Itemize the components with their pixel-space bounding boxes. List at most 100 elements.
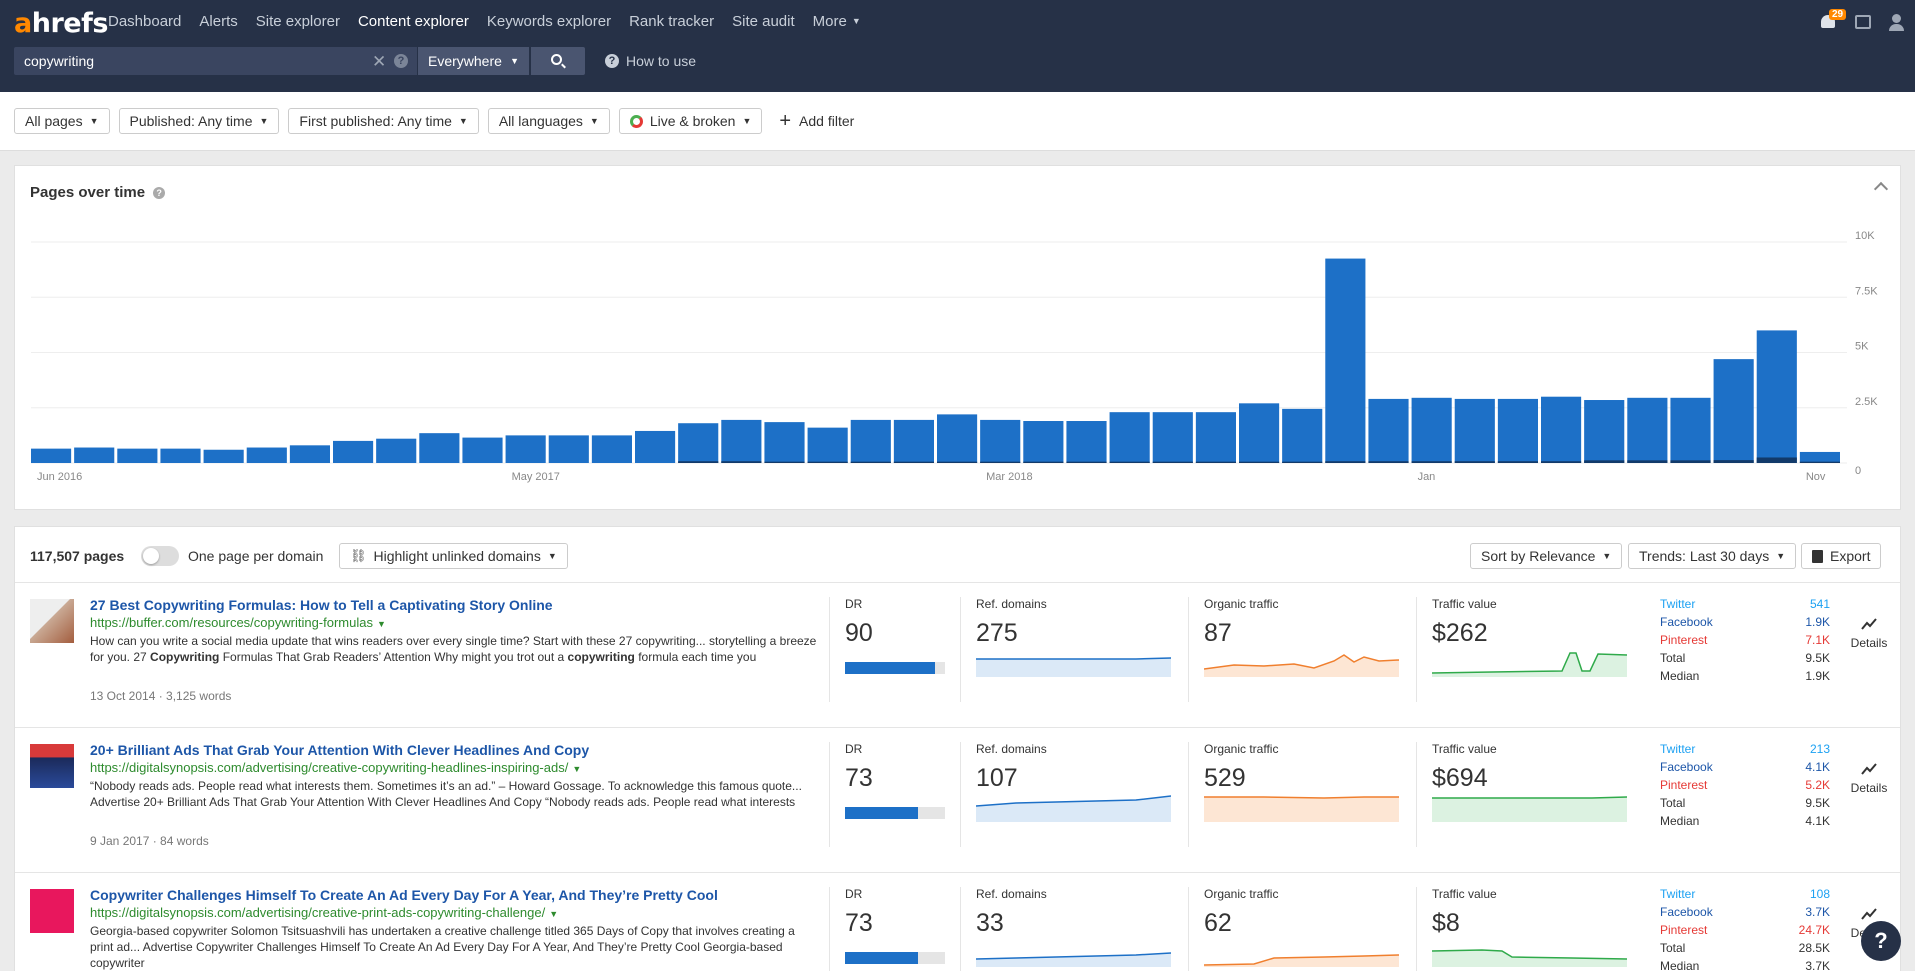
chart-bar[interactable]: [1756, 330, 1797, 463]
traffic-value-value[interactable]: $262: [1432, 619, 1488, 647]
nav-rank-tracker[interactable]: Rank tracker: [629, 13, 715, 30]
nav-keywords-explorer[interactable]: Keywords explorer: [486, 13, 612, 30]
result-thumbnail[interactable]: [30, 599, 74, 643]
chart-bar[interactable]: [1325, 258, 1366, 463]
highlight-unlinked-button[interactable]: ⛓ Highlight unlinked domains ▼: [339, 543, 568, 569]
chart-bar[interactable]: [1454, 398, 1495, 463]
chart-bar[interactable]: [1023, 421, 1064, 463]
chart-bar[interactable]: [246, 447, 287, 463]
filter-published[interactable]: Published: Any time ▼: [118, 108, 280, 134]
chart-bar[interactable]: [1195, 412, 1236, 463]
ref-domains-value[interactable]: 275: [976, 619, 1018, 647]
chart-bar[interactable]: [1109, 412, 1150, 463]
export-button[interactable]: Export: [1801, 543, 1882, 569]
result-url[interactable]: https://digitalsynopsis.com/advertising/…: [90, 905, 558, 920]
chart-bar[interactable]: [1239, 403, 1280, 463]
add-filter-button[interactable]: + Add filter: [779, 111, 854, 131]
organic-traffic-value[interactable]: 62: [1204, 909, 1232, 937]
chevron-down-icon[interactable]: ▼: [572, 764, 582, 774]
chart-bar[interactable]: [1497, 398, 1538, 463]
chart-bar[interactable]: [807, 427, 848, 463]
user-icon[interactable]: [1887, 12, 1907, 32]
chart-bar[interactable]: [893, 419, 934, 463]
chart-bar[interactable]: [1152, 412, 1193, 463]
chart-bar[interactable]: [160, 448, 201, 463]
traffic-value-value[interactable]: $694: [1432, 764, 1488, 792]
chart-bar[interactable]: [764, 422, 805, 463]
chart-bar[interactable]: [1799, 451, 1840, 463]
nav-more[interactable]: More ▼: [813, 13, 861, 30]
search-button[interactable]: [531, 47, 585, 75]
chart-bar[interactable]: [1713, 359, 1754, 463]
result-thumbnail[interactable]: [30, 889, 74, 933]
help-icon[interactable]: ?: [394, 54, 408, 68]
chart-bar[interactable]: [505, 435, 546, 463]
tablet-icon[interactable]: [1853, 12, 1873, 32]
median-row: Median 4.1K: [1660, 814, 1830, 832]
nav-site-audit[interactable]: Site audit: [732, 13, 795, 30]
chart-bar[interactable]: [635, 430, 676, 463]
result-title[interactable]: Copywriter Challenges Himself To Create …: [90, 887, 718, 903]
chart-bar[interactable]: [289, 445, 330, 463]
close-icon[interactable]: ✕: [372, 52, 387, 71]
chart-bar[interactable]: [1627, 397, 1668, 463]
result-url[interactable]: https://digitalsynopsis.com/advertising/…: [90, 760, 581, 775]
chevron-down-icon[interactable]: ▼: [377, 619, 386, 629]
chart-bar[interactable]: [721, 419, 762, 463]
chart-bar[interactable]: [333, 440, 374, 463]
sort-select[interactable]: Sort by Relevance ▼: [1470, 543, 1623, 569]
chart-bar[interactable]: [591, 435, 632, 463]
how-to-use-label: How to use: [626, 53, 697, 69]
search-scope-select[interactable]: Everywhere ▼: [417, 47, 529, 75]
result-title[interactable]: 20+ Brilliant Ads That Grab Your Attenti…: [90, 742, 590, 758]
question-icon[interactable]: ?: [153, 186, 166, 199]
chart-bar[interactable]: [74, 447, 115, 463]
how-to-use-link[interactable]: ? How to use: [605, 53, 696, 69]
help-button[interactable]: ?: [1861, 921, 1901, 961]
chart-bar[interactable]: [203, 449, 244, 463]
chart-bar[interactable]: [1541, 396, 1582, 463]
filter-first-published[interactable]: First published: Any time ▼: [288, 108, 479, 134]
bell-icon[interactable]: 29: [1819, 9, 1847, 32]
chart-bar[interactable]: [1282, 408, 1323, 463]
trends-select[interactable]: Trends: Last 30 days ▼: [1628, 543, 1797, 569]
chart-bar[interactable]: [850, 419, 891, 463]
chart-bar[interactable]: [1584, 400, 1625, 463]
chart-bar[interactable]: [1066, 421, 1107, 463]
chart-bar[interactable]: [376, 438, 417, 463]
chart-bar[interactable]: [1368, 398, 1409, 463]
chart-bar[interactable]: [678, 423, 719, 463]
result-url[interactable]: https://buffer.com/resources/copywriting…: [90, 615, 386, 630]
chart-bar[interactable]: [419, 433, 460, 463]
nav-content-explorer[interactable]: Content explorer: [357, 13, 469, 30]
ref-domains-value[interactable]: 107: [976, 764, 1018, 792]
nav-dashboard[interactable]: Dashboard: [108, 13, 182, 30]
organic-traffic-value[interactable]: 529: [1204, 764, 1246, 792]
chart-bar[interactable]: [31, 448, 72, 463]
chart-bar[interactable]: [548, 435, 589, 463]
chevron-down-icon[interactable]: ▼: [549, 909, 559, 919]
chart-bar[interactable]: [117, 448, 158, 463]
chart-bar[interactable]: [937, 414, 978, 463]
chart-bar[interactable]: [462, 437, 503, 463]
ahrefs-logo[interactable]: ahrefs: [14, 8, 108, 39]
chart-bar[interactable]: [980, 419, 1021, 463]
chart-bar[interactable]: [1411, 397, 1452, 463]
nav-alerts[interactable]: Alerts: [199, 13, 238, 30]
nav-site-explorer[interactable]: Site explorer: [255, 13, 340, 30]
organic-traffic-sparkline: [1204, 796, 1399, 822]
ref-domains-value[interactable]: 33: [976, 909, 1004, 937]
one-page-per-domain-toggle[interactable]: [141, 546, 179, 566]
chart-bar[interactable]: [1670, 397, 1711, 463]
organic-traffic-value[interactable]: 87: [1204, 619, 1232, 647]
filter-pages[interactable]: All pages ▼: [14, 108, 110, 134]
search-input[interactable]: [14, 47, 417, 75]
result-thumbnail[interactable]: [30, 744, 74, 788]
details-button[interactable]: Details: [1847, 742, 1891, 795]
filter-languages[interactable]: All languages ▼: [487, 108, 610, 134]
traffic-value-value[interactable]: $8: [1432, 909, 1460, 937]
median-count: 4.1K: [1805, 814, 1830, 828]
result-title[interactable]: 27 Best Copywriting Formulas: How to Tel…: [90, 597, 553, 613]
details-button[interactable]: Details: [1847, 597, 1891, 650]
filter-live-broken[interactable]: Live & broken ▼: [618, 108, 763, 134]
